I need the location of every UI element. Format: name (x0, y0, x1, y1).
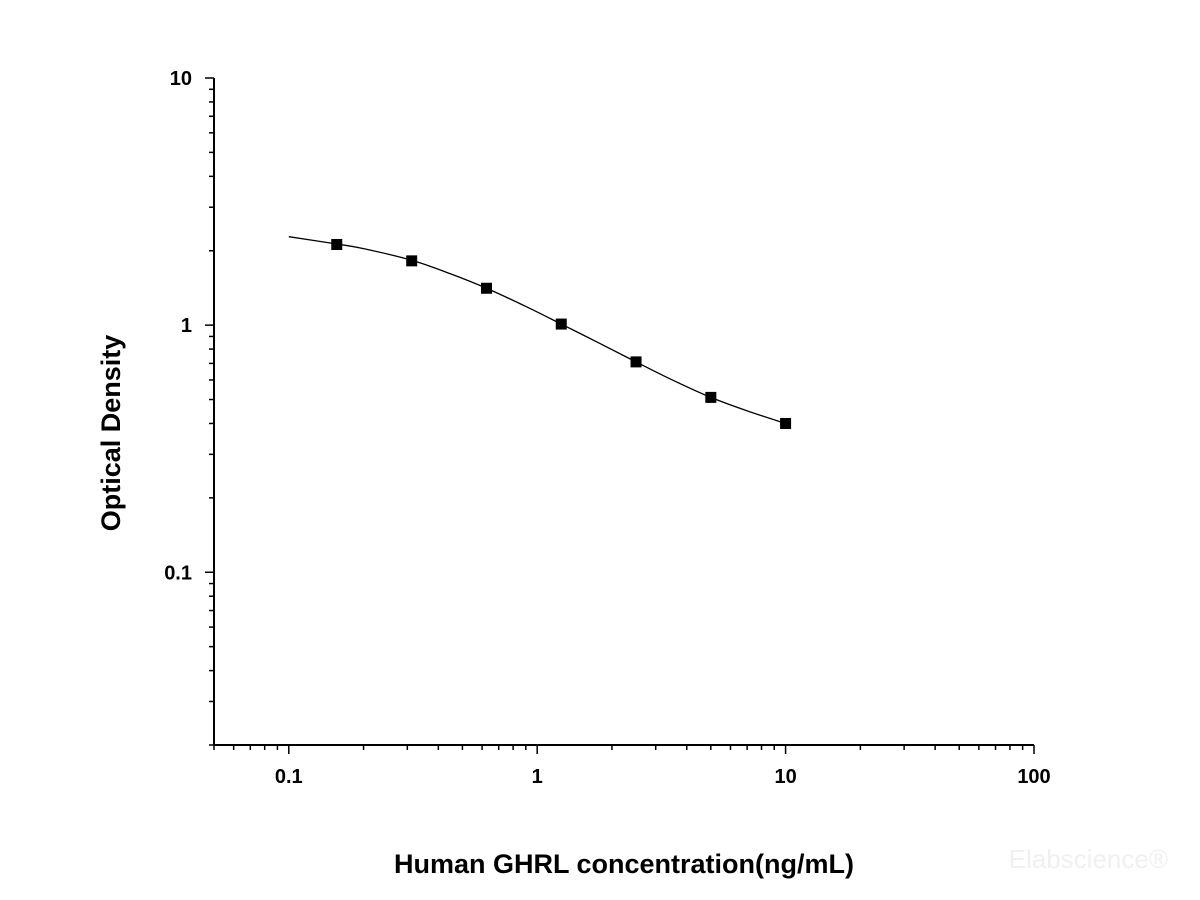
data-point-marker (555, 318, 567, 330)
data-point-marker (705, 391, 717, 403)
x-tick-label: 0.1 (275, 766, 303, 788)
data-point-marker (480, 282, 492, 294)
x-tick-label: 100 (1017, 766, 1050, 788)
data-points (331, 238, 792, 429)
x-tick-label: 1 (532, 766, 543, 788)
x-tick-labels: 0.1 1 10 100 (275, 766, 1051, 788)
watermark-logo: Elabscience® (1009, 844, 1168, 874)
y-axis-title: Optical Density (96, 335, 126, 532)
x-tick-label: 10 (774, 766, 796, 788)
data-point-marker (331, 238, 343, 250)
y-tick-label: 1 (181, 315, 192, 337)
y-tick-labels: 10 1 0.1 (164, 68, 192, 584)
x-ticks (213, 745, 1035, 754)
y-tick-label: 0.1 (164, 562, 192, 584)
x-axis-title: Human GHRL concentration(ng/mL) (394, 849, 854, 879)
y-ticks (205, 77, 214, 746)
data-point-marker (406, 255, 418, 267)
y-tick-label: 10 (170, 68, 192, 90)
axes (213, 78, 1034, 746)
data-point-marker (630, 356, 642, 368)
data-point-marker (780, 417, 792, 429)
